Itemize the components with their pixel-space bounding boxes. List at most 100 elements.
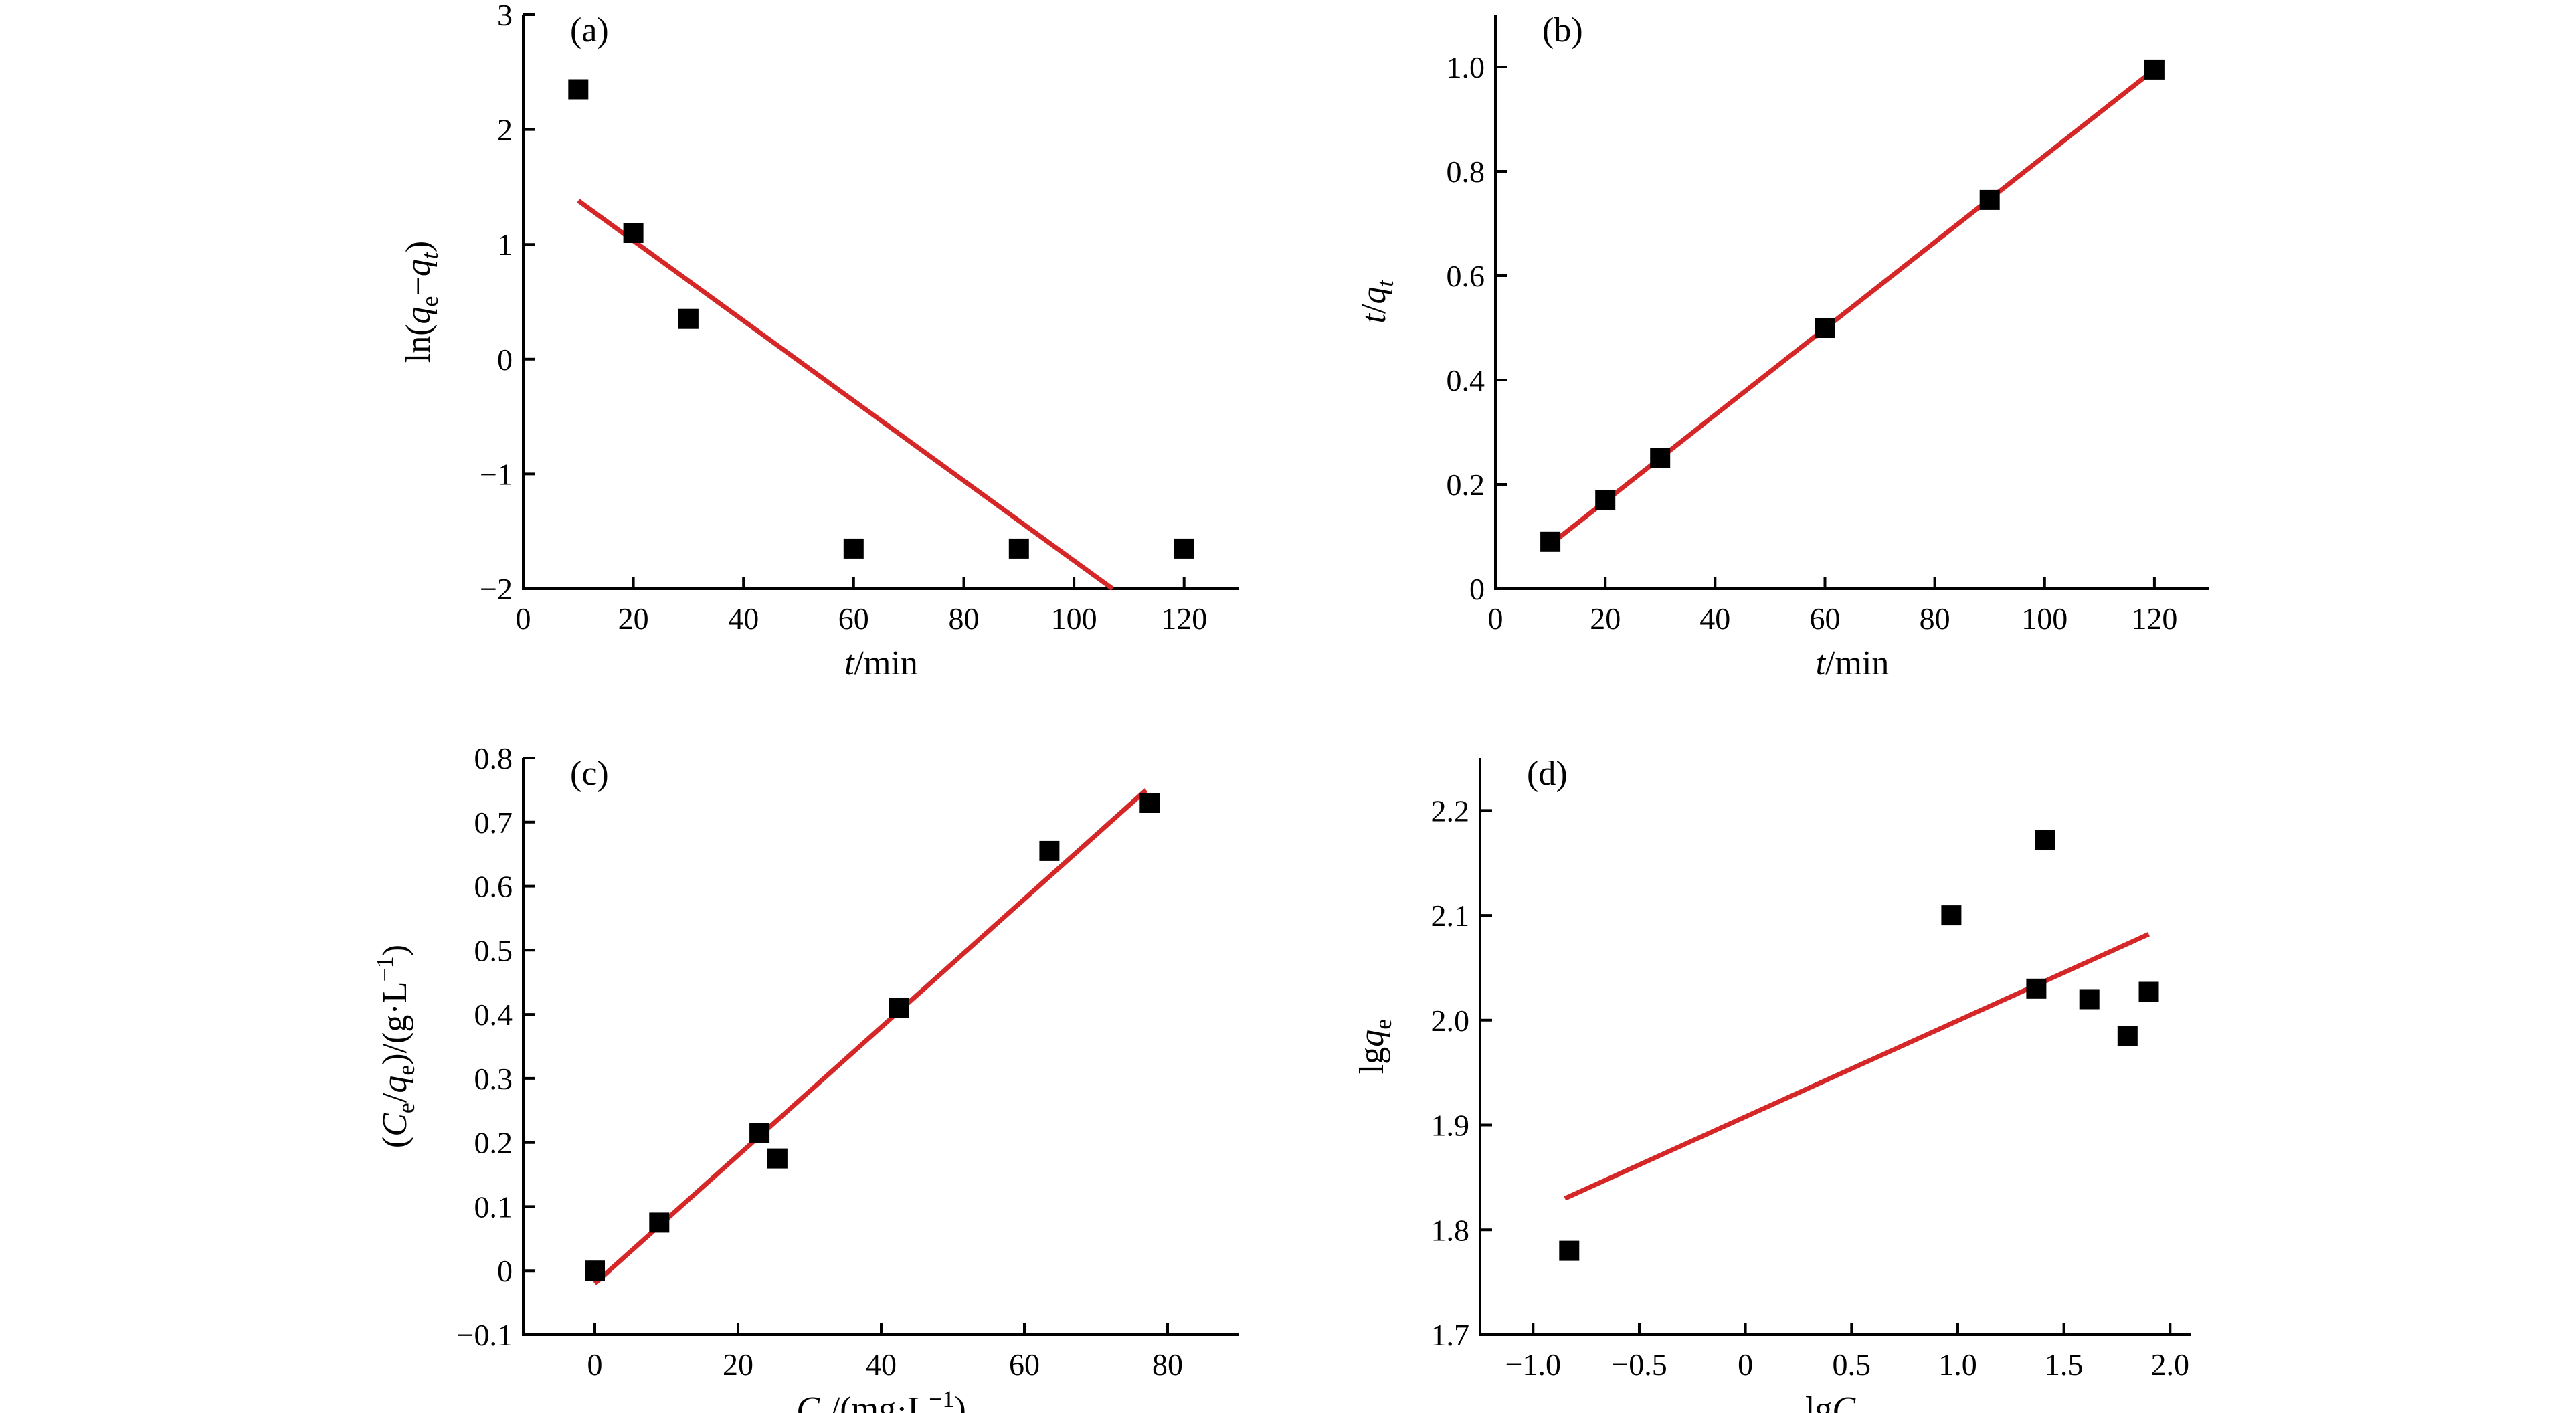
y-tick-label-d: 2.0 — [1431, 1004, 1470, 1038]
x-tick-label-c: 60 — [1009, 1347, 1040, 1382]
x-tick-label-a: 40 — [728, 601, 759, 636]
y-tick-label-b: 0 — [1469, 572, 1485, 606]
x-tick-label-b: 80 — [1920, 601, 1950, 636]
data-point-d — [1941, 905, 1962, 926]
y-tick-label-c: 0 — [497, 1254, 513, 1288]
x-axis-title-a: t/min — [844, 644, 918, 682]
data-point-b — [1650, 448, 1671, 468]
y-tick-label-d: 1.8 — [1431, 1213, 1470, 1247]
y-tick-label-b: 0.6 — [1447, 259, 1485, 293]
data-point-a — [678, 308, 699, 329]
x-tick-label-b: 60 — [1810, 601, 1841, 636]
data-point-a — [1174, 538, 1194, 559]
y-tick-label-c: 0.5 — [474, 933, 513, 967]
data-point-b — [1979, 189, 2000, 210]
data-point-c — [767, 1148, 788, 1169]
y-tick-label-a: −1 — [480, 457, 513, 491]
x-tick-label-b: 20 — [1590, 601, 1621, 636]
fit-line-b — [1548, 68, 2156, 547]
x-tick-label-b: 40 — [1699, 601, 1730, 636]
y-tick-label-c: 0.3 — [474, 1062, 513, 1096]
y-tick-label-b: 1.0 — [1447, 50, 1485, 84]
data-point-d — [2035, 830, 2055, 850]
panel-c: 0 20 40 60 80 −0.1 0 0.1 0.2 0.3 0.4 0.5 0.6 0.7 0.8 (c… — [371, 741, 1239, 1413]
x-tick-label-d: 2.0 — [2151, 1347, 2190, 1382]
y-tick-label-d: 2.2 — [1431, 793, 1470, 828]
x-tick-label-c: 80 — [1152, 1347, 1183, 1382]
panel-label-c: (c) — [570, 755, 609, 793]
x-tick-label-b: 0 — [1488, 601, 1503, 636]
x-tick-label-d: 0.5 — [1833, 1347, 1871, 1382]
fit-line-c — [593, 788, 1148, 1286]
data-point-c — [1039, 840, 1060, 861]
data-point-c — [649, 1212, 670, 1233]
y-tick-label-c: 0.8 — [474, 741, 513, 775]
data-point-a — [623, 223, 644, 243]
x-tick-label-a: 60 — [838, 601, 869, 636]
y-tick-label-d: 1.9 — [1431, 1109, 1470, 1143]
x-axis-title-d: lgCe — [1805, 1390, 1866, 1413]
y-tick-label-c: 0.4 — [474, 998, 513, 1032]
data-point-d — [2079, 989, 2100, 1010]
fit-line-a — [577, 199, 1114, 591]
x-tick-label-a: 80 — [949, 601, 980, 636]
panel-label-a: (a) — [570, 11, 609, 50]
data-point-a — [1008, 538, 1029, 559]
x-tick-label-d: 1.0 — [1938, 1347, 1977, 1382]
panel-a: 0 20 40 60 80 100 120 −2 −1 0 1 2 3 (a) t/min ln(qe−qt) — [399, 0, 1239, 682]
y-axis-title-d: lgqe — [1353, 1019, 1396, 1074]
axes-spine-a — [522, 15, 1239, 590]
data-point-b — [1815, 318, 1835, 338]
x-tick-label-a: 100 — [1051, 601, 1097, 636]
x-tick-label-c: 20 — [723, 1347, 753, 1382]
panel-label-d: (d) — [1527, 755, 1568, 793]
y-tick-label-b: 0.4 — [1447, 363, 1485, 397]
data-point-c — [889, 998, 909, 1018]
y-tick-label-d: 2.1 — [1431, 899, 1470, 933]
x-tick-label-a: 120 — [1161, 601, 1207, 636]
data-point-a — [568, 79, 589, 100]
x-tick-label-a: 0 — [516, 601, 531, 636]
y-axis-title-a: ln(qe−qt) — [399, 241, 443, 363]
y-tick-label-d: 1.7 — [1431, 1318, 1470, 1352]
axes-spine-c — [522, 758, 1239, 1336]
x-tick-label-d: 0 — [1738, 1347, 1753, 1382]
y-tick-label-c: −0.1 — [457, 1318, 513, 1352]
data-point-b — [1540, 531, 1561, 552]
y-tick-label-c: 0.6 — [474, 870, 513, 904]
y-axis-title-b: t/qt — [1355, 280, 1398, 324]
fit-line-d — [1564, 932, 2150, 1201]
y-tick-label-b: 0.2 — [1447, 468, 1485, 502]
data-point-d — [2026, 978, 2047, 999]
y-axis-title-c: (Ce/qe)/(g·L−1) — [371, 945, 420, 1148]
x-tick-label-d: 1.5 — [2045, 1347, 2084, 1382]
x-tick-label-d: −1.0 — [1505, 1347, 1561, 1382]
x-tick-label-d: −0.5 — [1611, 1347, 1667, 1382]
data-point-d — [2138, 981, 2159, 1002]
axes-spine-d — [1479, 758, 2191, 1336]
data-point-b — [2144, 59, 2165, 80]
data-point-b — [1595, 490, 1616, 510]
y-tick-label-c: 0.7 — [474, 806, 513, 840]
y-tick-label-a: 1 — [497, 227, 513, 262]
y-tick-label-a: 3 — [497, 0, 513, 32]
y-tick-label-c: 0.1 — [474, 1190, 513, 1224]
y-tick-label-b: 0.8 — [1447, 155, 1485, 189]
x-tick-label-c: 40 — [866, 1347, 897, 1382]
panel-b: 0 20 40 60 80 100 120 0 0.2 0.4 0.6 0.8 1.0 (b) t/min t… — [1355, 11, 2209, 682]
y-tick-label-a: 2 — [497, 113, 513, 147]
x-tick-label-b: 100 — [2021, 601, 2067, 636]
data-point-c — [1139, 793, 1160, 813]
data-point-d — [1559, 1240, 1580, 1261]
x-axis-title-c: Ce/(mg·L−1) — [796, 1386, 966, 1413]
x-tick-label-c: 0 — [587, 1347, 603, 1382]
data-point-c — [585, 1260, 605, 1281]
panel-label-b: (b) — [1542, 11, 1583, 50]
y-tick-label-a: 0 — [497, 343, 513, 377]
y-tick-label-a: −2 — [480, 572, 513, 606]
x-tick-label-b: 120 — [2131, 601, 2177, 636]
x-axis-title-b: t/min — [1816, 644, 1890, 682]
y-tick-label-c: 0.2 — [474, 1126, 513, 1160]
